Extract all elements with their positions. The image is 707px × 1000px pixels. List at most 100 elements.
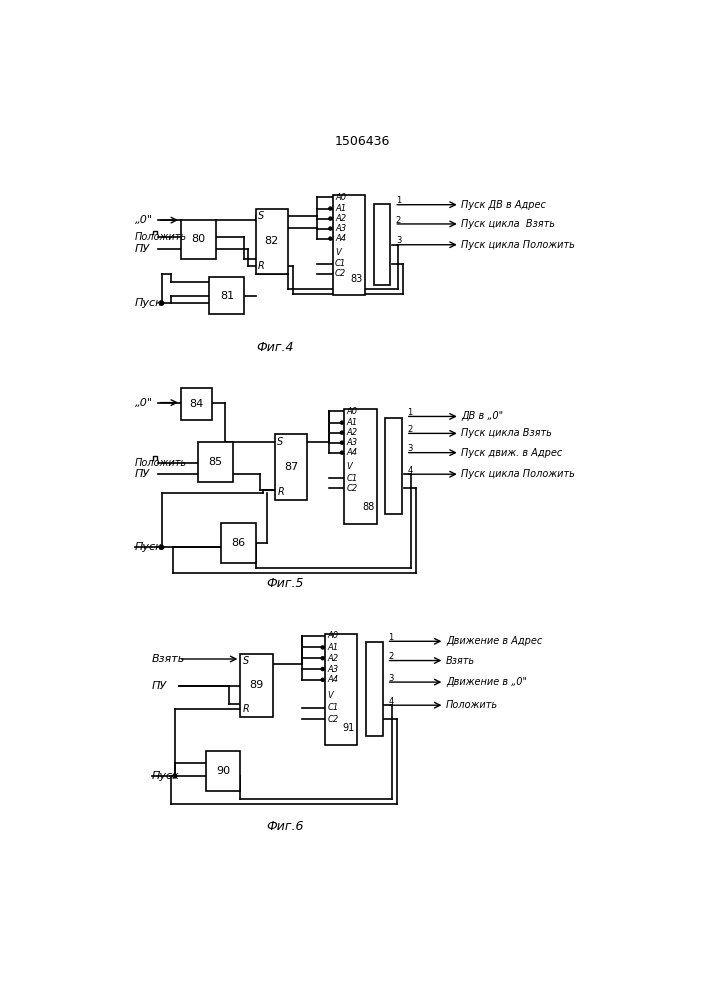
Text: A2: A2	[346, 428, 358, 437]
Bar	[256, 209, 288, 274]
Circle shape	[329, 207, 332, 210]
Text: 3: 3	[396, 236, 401, 245]
Text: 83: 83	[351, 274, 363, 284]
Text: 80: 80	[192, 234, 206, 244]
Circle shape	[321, 646, 325, 649]
Bar	[181, 388, 212, 420]
Text: 89: 89	[250, 680, 264, 690]
Circle shape	[340, 441, 344, 444]
Bar	[209, 277, 244, 314]
Text: Движение в Адрес: Движение в Адрес	[446, 636, 542, 646]
Text: A4: A4	[346, 448, 358, 457]
Text: V: V	[346, 462, 352, 471]
Text: A0: A0	[346, 407, 358, 416]
Text: 1: 1	[396, 196, 401, 205]
Text: 1: 1	[388, 633, 393, 642]
Text: 2: 2	[388, 652, 393, 661]
Bar	[325, 634, 357, 745]
Text: 85: 85	[208, 457, 222, 467]
Text: 87: 87	[284, 462, 298, 472]
Text: S: S	[243, 656, 249, 666]
Text: Положить: Положить	[446, 700, 498, 710]
Text: Фиг.5: Фиг.5	[267, 577, 304, 590]
Text: Положить: Положить	[135, 458, 187, 468]
Circle shape	[321, 657, 325, 660]
Text: Пуск: Пуск	[135, 542, 163, 552]
Text: Взять: Взять	[152, 654, 185, 664]
Text: 2: 2	[407, 425, 413, 434]
Text: C2: C2	[327, 715, 339, 724]
Text: V: V	[335, 248, 341, 257]
Text: 4: 4	[388, 697, 393, 706]
Text: 3: 3	[407, 444, 413, 453]
Circle shape	[329, 217, 332, 220]
Bar	[275, 434, 308, 500]
Text: A0: A0	[327, 631, 339, 640]
Text: Фиг.6: Фиг.6	[267, 820, 304, 833]
Text: S: S	[277, 437, 284, 447]
Text: ДВ в „0": ДВ в „0"	[461, 411, 503, 421]
Text: R: R	[277, 487, 284, 497]
Text: A3: A3	[346, 438, 358, 447]
Bar	[240, 654, 273, 717]
Text: 88: 88	[362, 502, 374, 512]
Text: 4: 4	[407, 466, 413, 475]
Text: Пуск цикла Взять: Пуск цикла Взять	[461, 428, 552, 438]
Bar	[373, 204, 390, 285]
Text: C2: C2	[346, 484, 358, 493]
Text: Пуск ДВ в Адрес: Пуск ДВ в Адрес	[461, 200, 547, 210]
Text: 3: 3	[388, 674, 394, 683]
Text: A2: A2	[335, 214, 346, 223]
Text: 2: 2	[396, 216, 401, 225]
Text: A0: A0	[335, 192, 346, 202]
Bar	[366, 642, 382, 736]
Text: A1: A1	[335, 204, 346, 213]
Text: 84: 84	[189, 399, 204, 409]
Bar	[333, 195, 365, 295]
Text: R: R	[243, 704, 250, 714]
Text: Пуск: Пуск	[135, 298, 163, 308]
Text: 86: 86	[231, 538, 245, 548]
Text: Фиг.4: Фиг.4	[256, 341, 293, 354]
Bar	[221, 523, 256, 563]
Text: ПУ: ПУ	[135, 469, 150, 479]
Circle shape	[329, 227, 332, 230]
Bar	[344, 409, 377, 524]
Text: A3: A3	[335, 224, 346, 233]
Circle shape	[340, 431, 344, 434]
Text: C1: C1	[335, 259, 346, 268]
Text: A2: A2	[327, 654, 339, 663]
Text: Пуск цикла Положить: Пуск цикла Положить	[461, 469, 575, 479]
Circle shape	[340, 421, 344, 424]
Text: S: S	[258, 211, 264, 221]
Circle shape	[340, 451, 344, 454]
Text: 1: 1	[407, 408, 413, 417]
Bar	[385, 418, 402, 514]
Text: Движение в „0": Движение в „0"	[446, 677, 527, 687]
Bar	[198, 442, 233, 482]
Text: Пуск цикла  Взять: Пуск цикла Взять	[461, 219, 555, 229]
Text: A1: A1	[346, 418, 358, 427]
Text: Пуск движ. в Адрес: Пуск движ. в Адрес	[461, 448, 563, 458]
Text: ПУ: ПУ	[152, 681, 167, 691]
Text: 91: 91	[343, 723, 355, 733]
Circle shape	[173, 774, 177, 778]
Text: V: V	[327, 691, 333, 700]
Text: Взять: Взять	[446, 656, 475, 666]
Text: ПУ: ПУ	[135, 244, 150, 254]
Text: „0": „0"	[135, 215, 153, 225]
Text: R: R	[258, 261, 264, 271]
Text: A4: A4	[335, 234, 346, 243]
Circle shape	[321, 667, 325, 671]
Text: „0": „0"	[135, 398, 153, 408]
Text: Положить: Положить	[135, 232, 187, 242]
Text: 90: 90	[216, 766, 230, 776]
Bar	[206, 751, 240, 791]
Text: A1: A1	[327, 643, 339, 652]
Text: 1506436: 1506436	[334, 135, 390, 148]
Text: C1: C1	[327, 703, 339, 712]
Text: A4: A4	[327, 675, 339, 684]
Text: Пуск цикла Положить: Пуск цикла Положить	[461, 240, 575, 250]
Text: Пуск: Пуск	[152, 771, 180, 781]
Circle shape	[160, 545, 164, 549]
